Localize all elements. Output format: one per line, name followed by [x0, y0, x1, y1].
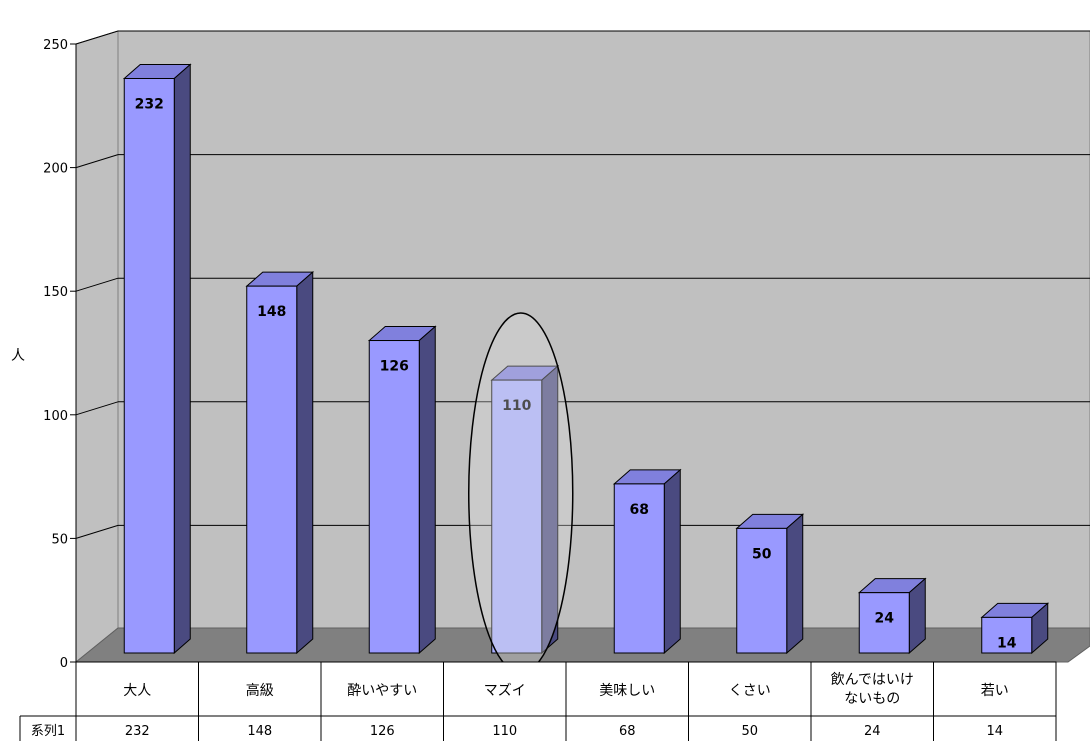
- bar-4: 110: [490, 364, 560, 655]
- x-tick-label: 大人: [123, 683, 151, 699]
- x-tick-label: 酔いやすい: [347, 683, 417, 699]
- bar-front-face: [246, 285, 298, 654]
- table-value-cell: 110: [492, 724, 517, 739]
- bar-7: 24: [857, 577, 927, 655]
- bar-8: 14: [980, 602, 1050, 655]
- table-value-cell: 68: [619, 724, 636, 739]
- y-axis-title: 人: [11, 348, 25, 364]
- bar-side-face: [786, 513, 804, 655]
- y-tick-label: 0: [60, 656, 68, 671]
- x-tick-label: 高級: [246, 682, 274, 699]
- table-value-cell: 24: [864, 724, 881, 739]
- bar-data-label: 148: [257, 304, 286, 320]
- bar-data-label: 232: [135, 96, 164, 112]
- x-tick-label: くさい: [729, 683, 771, 699]
- y-tick-label: 150: [43, 285, 68, 300]
- table-value-cell: 14: [986, 724, 1003, 739]
- gridline-diagonal: [75, 277, 119, 292]
- bar-data-label: 50: [752, 546, 772, 562]
- x-tick-label: 若い: [981, 683, 1009, 699]
- bar-front-face: [491, 379, 543, 654]
- bar-data-label: 110: [502, 398, 531, 414]
- x-tick-label: 飲んではいけないもの: [831, 672, 914, 707]
- bar-front-face: [858, 592, 910, 654]
- highlight-ellipse-group: [468, 312, 574, 674]
- bar-side-face: [418, 325, 436, 655]
- bar-data-label: 24: [875, 611, 895, 627]
- table-value-cell: 126: [370, 724, 395, 739]
- y-tick-label: 200: [43, 162, 68, 177]
- bar-data-label: 68: [630, 502, 649, 518]
- y-tick-label: 50: [51, 532, 68, 547]
- bar-side-face: [663, 468, 681, 655]
- bar-data-label: 14: [997, 635, 1017, 651]
- y-tick-label: 100: [43, 409, 68, 424]
- bar-front-face: [368, 340, 420, 654]
- table-value-cell: 232: [125, 724, 150, 739]
- floor: [74, 627, 1090, 663]
- gridline-diagonal: [75, 401, 119, 416]
- y-tick-label: 250: [43, 38, 68, 53]
- gridline-diagonal: [75, 154, 119, 169]
- bar-front-face: [981, 616, 1033, 654]
- bar-data-label: 126: [380, 359, 409, 375]
- bar-1: 232: [122, 63, 192, 655]
- bar-front-face: [736, 527, 788, 654]
- y-axis: 0 50 100 150 200 250: [43, 38, 77, 671]
- bar-front-face: [123, 77, 175, 654]
- data-table: 系列1 大人 232 高級 148 酔いやすい 126 マズイ 110 美味しい 68 くさい 50 飲ん…: [19, 661, 1057, 741]
- bar-side-face: [296, 271, 314, 655]
- x-tick-label: 美味しい: [599, 683, 655, 699]
- gridline-diagonal: [75, 30, 119, 45]
- bar-5: 68: [612, 468, 682, 655]
- highlight-ellipse: [468, 312, 574, 674]
- series-name-label: 系列1: [31, 724, 65, 739]
- bar-3: 126: [367, 325, 437, 655]
- x-tick-label: マズイ: [484, 683, 526, 699]
- bar-side-face: [173, 63, 191, 655]
- bar-6: 50: [735, 513, 805, 655]
- bars: 232 148 126 110 68 50 24 14: [122, 63, 1050, 655]
- table-value-cell: 50: [741, 724, 758, 739]
- chart-back-wall: [74, 30, 1090, 664]
- side-wall: [75, 30, 119, 664]
- bar-2: 148: [245, 271, 315, 655]
- table-value-cell: 148: [247, 724, 272, 739]
- bar-front-face: [613, 483, 665, 654]
- gridline-diagonal: [75, 524, 119, 539]
